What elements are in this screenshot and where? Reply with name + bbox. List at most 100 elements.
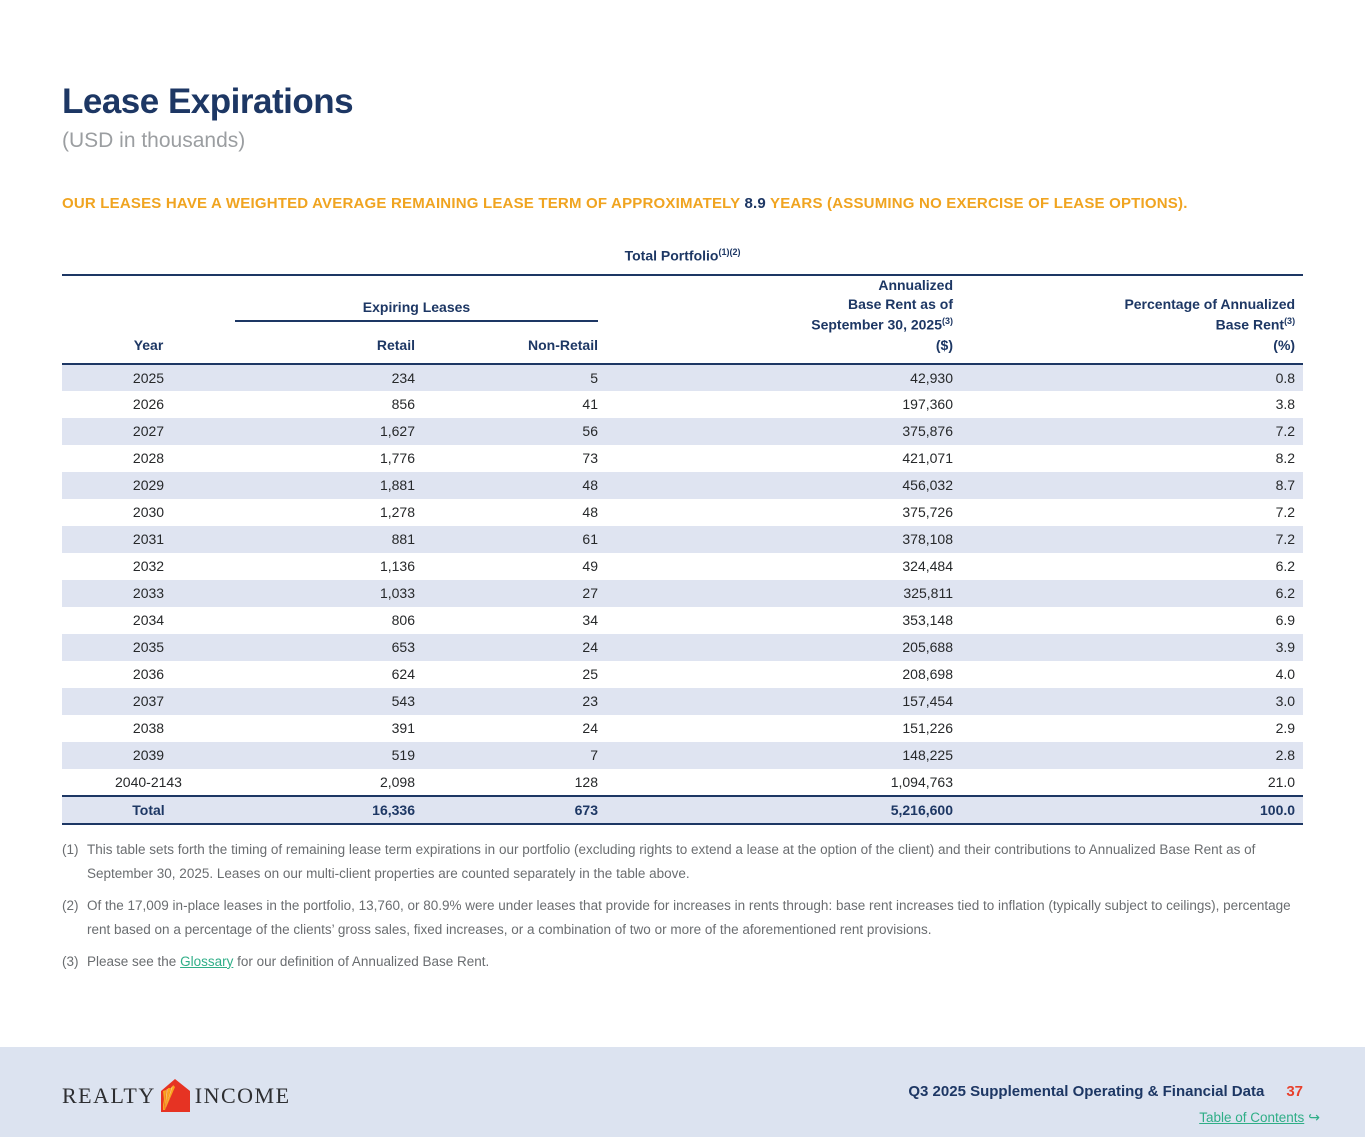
cell-year: 2034 bbox=[132, 612, 165, 629]
table-caption: Total Portfolio(1)(2) bbox=[62, 246, 1304, 276]
cell-pct: 6.2 bbox=[953, 579, 1304, 607]
toc-line: Table of Contents ↪ bbox=[908, 1109, 1320, 1126]
cell-abr: 421,071 bbox=[902, 450, 953, 467]
abr-header-line3: September 30, 2025(3) bbox=[598, 315, 953, 336]
cell-retail: 543 bbox=[235, 687, 415, 715]
pct-header-unit: (%) bbox=[1273, 336, 1296, 353]
footnote-2-text: Of the 17,009 in-place leases in the por… bbox=[87, 897, 1291, 937]
table-row: 2032 1,136 49 324,484 6.2 bbox=[62, 553, 1303, 580]
cell-pct: 6.2 bbox=[1275, 558, 1296, 575]
headline-pre: OUR LEASES HAVE A WEIGHTED AVERAGE REMAI… bbox=[62, 195, 745, 212]
cell-pct: 4.0 bbox=[1275, 666, 1296, 683]
table-total-row: Total 16,336 673 5,216,600 100.0 bbox=[62, 794, 1304, 825]
cell-non_retail: 48 bbox=[582, 504, 598, 521]
cell-retail: 234 bbox=[235, 363, 415, 391]
expiring-leases-label: Expiring Leases bbox=[362, 298, 471, 315]
cell-year: 2032 bbox=[132, 558, 165, 575]
table-row: 2036 624 25 208,698 4.0 bbox=[62, 661, 1303, 688]
cell-non_retail: 56 bbox=[415, 417, 598, 445]
cell-non_retail: 7 bbox=[415, 741, 598, 769]
cell-retail: 1,136 bbox=[379, 558, 415, 575]
pct-base-rent: Base Rent bbox=[1215, 316, 1285, 333]
cell-pct: 8.7 bbox=[953, 471, 1304, 499]
cell-non_retail: 25 bbox=[582, 666, 598, 683]
cell-abr: 456,032 bbox=[598, 471, 953, 499]
cell-abr: 148,225 bbox=[598, 741, 953, 769]
cell-non_retail: 41 bbox=[582, 396, 598, 413]
cell-abr: 325,811 bbox=[598, 579, 953, 607]
cell-retail: 1,033 bbox=[235, 579, 415, 607]
cell-retail: 1,278 bbox=[379, 504, 415, 521]
abr-header-line2: Base Rent as of bbox=[847, 296, 953, 313]
footnote-3-pre: Please see the bbox=[87, 953, 181, 969]
cell-year: 2030 bbox=[132, 504, 165, 521]
cell-pct: 3.8 bbox=[1275, 396, 1296, 413]
page-number: 37 bbox=[1286, 1083, 1303, 1100]
cell-year: 2026 bbox=[132, 396, 165, 413]
cell-pct: 0.8 bbox=[953, 363, 1304, 391]
table-row: 2030 1,278 48 375,726 7.2 bbox=[62, 499, 1303, 526]
logo-text-realty: REALTY bbox=[62, 1082, 156, 1108]
pct-header-line1: Percentage of Annualized bbox=[1124, 296, 1296, 313]
headline-post: YEARS (ASSUMING NO EXERCISE OF LEASE OPT… bbox=[765, 195, 1188, 212]
cell-abr: 205,688 bbox=[598, 633, 953, 661]
realty-income-logo: REALTY INCOME bbox=[62, 1079, 291, 1112]
cell-pct: 2.8 bbox=[953, 741, 1304, 769]
footnote-3-marker: (3) bbox=[62, 953, 79, 969]
footnote-3-post: for our definition of Annualized Base Re… bbox=[233, 953, 490, 969]
cell-retail: 519 bbox=[235, 741, 415, 769]
total-retail: 16,336 bbox=[235, 794, 415, 825]
footnote-1-text: This table sets forth the timing of rema… bbox=[87, 841, 1256, 881]
table-row: 2029 1,881 48 456,032 8.7 bbox=[62, 471, 1304, 499]
cell-year: 2036 bbox=[132, 666, 165, 683]
cell-non_retail: 48 bbox=[415, 471, 598, 499]
table-row: 2035 653 24 205,688 3.9 bbox=[62, 633, 1304, 661]
cell-abr: 353,148 bbox=[902, 612, 953, 629]
abr-date: September 30, 2025 bbox=[811, 316, 942, 333]
cell-retail: 653 bbox=[235, 633, 415, 661]
cell-abr: 1,094,763 bbox=[890, 773, 953, 790]
cell-year: 2037 bbox=[62, 687, 235, 715]
table-of-contents-link[interactable]: Table of Contents bbox=[1199, 1110, 1305, 1125]
cell-retail: 806 bbox=[391, 612, 415, 629]
footer: REALTY INCOME Q3 2025 Supplemental Opera… bbox=[0, 1047, 1365, 1137]
cell-abr: 157,454 bbox=[598, 687, 953, 715]
caption-footnote-ref: (1)(2) bbox=[718, 247, 741, 257]
cell-year: 2028 bbox=[132, 450, 165, 467]
header-annualized-base-rent: Annualized Base Rent as of September 30,… bbox=[598, 274, 953, 365]
glossary-link[interactable]: Glossary bbox=[180, 953, 234, 969]
header-non-retail: Non-Retail bbox=[415, 321, 598, 365]
footer-doc-title-line: Q3 2025 Supplemental Operating & Financi… bbox=[908, 1083, 1303, 1100]
table-body: 2025 234 5 42,930 0.8 2026 856 41 197,360 3.8 2027… bbox=[62, 363, 1304, 796]
cell-non_retail: 73 bbox=[582, 450, 598, 467]
abr-header-line1: Annualized bbox=[878, 276, 953, 293]
cell-pct: 21.0 bbox=[1267, 773, 1296, 790]
header-expiring-leases-group: Expiring Leases bbox=[235, 275, 598, 322]
headline-highlight: 8.9 bbox=[744, 195, 766, 212]
header-year: Year bbox=[62, 274, 235, 365]
cell-year: 2039 bbox=[62, 741, 235, 769]
table-header-row-group: Year Expiring Leases Annualized Base Ren… bbox=[62, 274, 1304, 365]
cell-year: 2031 bbox=[62, 525, 235, 553]
headline: OUR LEASES HAVE A WEIGHTED AVERAGE REMAI… bbox=[62, 195, 1303, 212]
cell-retail: 1,627 bbox=[235, 417, 415, 445]
cell-abr: 42,930 bbox=[598, 363, 953, 391]
pct-header-line2: Base Rent(3) bbox=[953, 315, 1295, 336]
cell-abr: 378,108 bbox=[598, 525, 953, 553]
page-subtitle: (USD in thousands) bbox=[62, 129, 246, 152]
cell-pct: 3.9 bbox=[953, 633, 1304, 661]
cell-year: 2033 bbox=[62, 579, 235, 607]
cell-year: 2027 bbox=[62, 417, 235, 445]
expiring-leases-underline bbox=[235, 319, 598, 322]
footnote-2: (2) Of the 17,009 in-place leases in the… bbox=[62, 894, 1303, 942]
cell-non_retail: 49 bbox=[582, 558, 598, 575]
cell-non_retail: 24 bbox=[582, 720, 598, 737]
cell-year: 2029 bbox=[62, 471, 235, 499]
table-row: 2040-2143 2,098 128 1,094,763 21.0 bbox=[62, 769, 1303, 796]
cell-year: 2025 bbox=[62, 363, 235, 391]
cell-retail: 624 bbox=[391, 666, 415, 683]
cell-non_retail: 23 bbox=[415, 687, 598, 715]
table-row: 2033 1,033 27 325,811 6.2 bbox=[62, 579, 1304, 607]
footnotes: (1) This table sets forth the timing of … bbox=[62, 838, 1303, 974]
table-row: 2039 519 7 148,225 2.8 bbox=[62, 741, 1304, 769]
